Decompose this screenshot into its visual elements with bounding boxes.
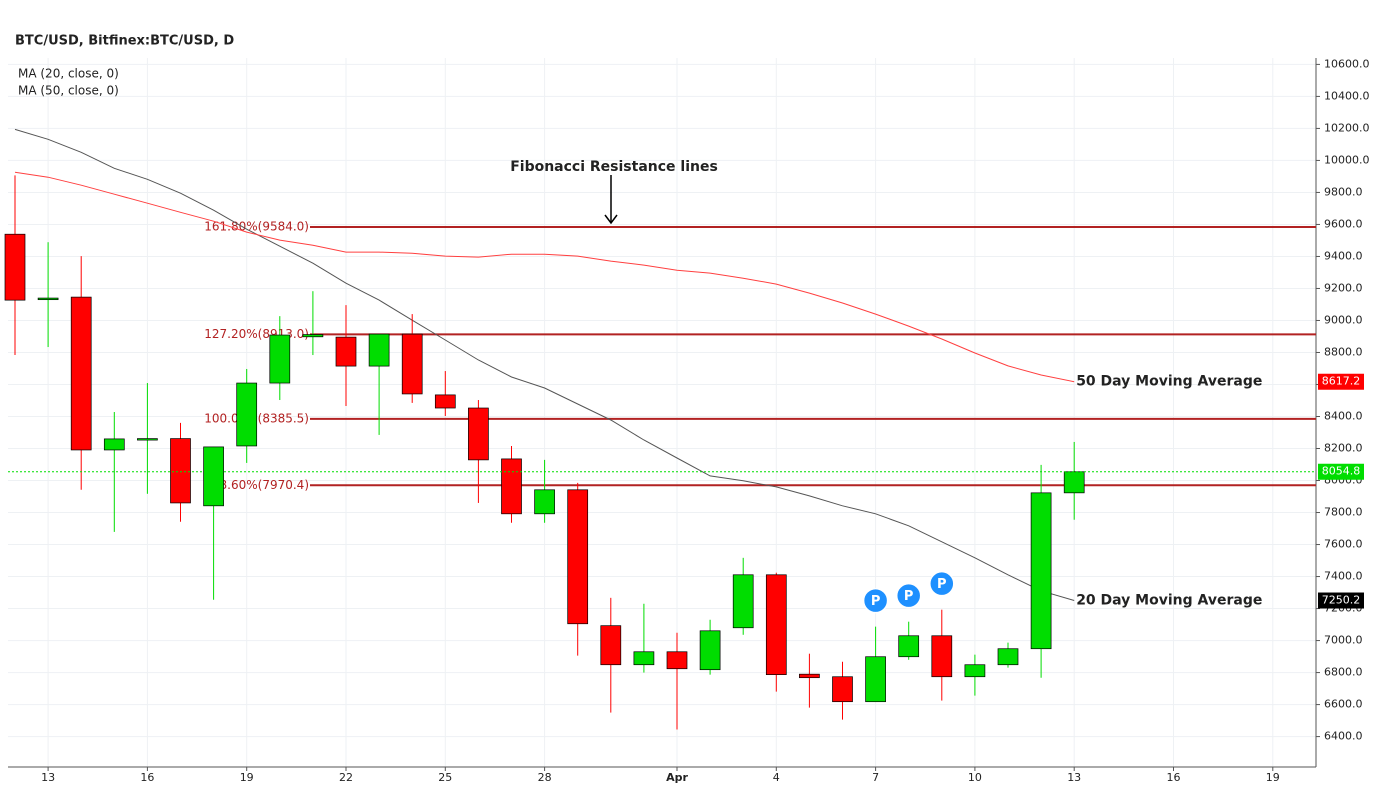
- candle-body: [765, 574, 787, 676]
- x-tick-label: 25: [438, 771, 452, 784]
- x-tick-label: 16: [140, 771, 154, 784]
- x-tick-label: 16: [1167, 771, 1181, 784]
- candle-body: [368, 333, 390, 367]
- x-tick-label: 28: [538, 771, 552, 784]
- candle-body: [170, 438, 191, 504]
- candle-body: [103, 438, 125, 451]
- y-tick-label: 7600.0: [1324, 538, 1363, 551]
- x-tick-label: 13: [41, 771, 55, 784]
- candle-body: [434, 394, 456, 409]
- y-tick-label: 7000.0: [1324, 634, 1363, 647]
- candle-body: [567, 489, 589, 625]
- candle-body: [732, 574, 754, 629]
- x-tick-label: Apr: [666, 771, 688, 784]
- y-tick-label: 6600.0: [1324, 698, 1363, 711]
- candle-body: [600, 625, 622, 666]
- event-marker-label: P: [937, 577, 947, 592]
- y-tick-label: 9200.0: [1324, 281, 1363, 294]
- candle-body: [401, 333, 423, 395]
- x-tick-label: 4: [773, 771, 780, 784]
- y-tick-label: 6800.0: [1324, 666, 1363, 679]
- event-marker: [862, 587, 889, 614]
- candle-body: [1063, 471, 1085, 494]
- arrow-head: [604, 214, 618, 225]
- candle-body: [633, 651, 655, 666]
- x-tick-label: 13: [1067, 771, 1081, 784]
- legend-entry: MA (20, close, 0): [18, 67, 119, 81]
- y-tick-label: 10200.0: [1324, 121, 1370, 134]
- price-tag-label: 8617.2: [1322, 375, 1361, 388]
- y-tick-label: 6400.0: [1324, 730, 1363, 743]
- candle-body: [70, 296, 92, 451]
- x-tick-label: 7: [872, 771, 879, 784]
- fib-label: 78.60%(7970.4): [212, 478, 309, 492]
- candle-body: [865, 656, 886, 703]
- candle-body: [931, 635, 953, 678]
- y-tick-label: 9600.0: [1324, 217, 1363, 230]
- price-tag-label: 7250.2: [1322, 594, 1361, 607]
- y-tick-label: 10400.0: [1324, 89, 1370, 102]
- fib-label: 161.80%(9584.0): [204, 220, 309, 234]
- candle-body: [666, 651, 688, 670]
- y-tick-label: 10600.0: [1324, 57, 1370, 70]
- candle-body: [236, 382, 258, 447]
- candle-body: [534, 489, 555, 515]
- y-tick-label: 7400.0: [1324, 570, 1363, 583]
- x-tick-label: 10: [968, 771, 982, 784]
- candle-body: [997, 648, 1019, 666]
- fib-title: Fibonacci Resistance lines: [510, 159, 718, 175]
- y-tick-label: 7800.0: [1324, 506, 1363, 519]
- y-tick-label: 9000.0: [1324, 313, 1363, 326]
- legend-entry: MA (50, close, 0): [18, 84, 119, 98]
- y-tick-label: 9400.0: [1324, 249, 1363, 262]
- y-tick-label: 8200.0: [1324, 442, 1363, 455]
- event-marker: [895, 582, 922, 609]
- event-marker: [929, 570, 955, 597]
- candle-body: [137, 438, 158, 441]
- candle-body: [898, 635, 920, 658]
- ma-line: [14, 171, 1075, 383]
- candle-body: [1030, 492, 1052, 650]
- candle-body: [203, 446, 224, 507]
- y-tick-label: 9800.0: [1324, 185, 1363, 198]
- x-tick-label: 19: [1266, 771, 1280, 784]
- price-tag: [1318, 592, 1364, 609]
- price-tag: [1318, 373, 1364, 390]
- candle-body: [37, 297, 59, 301]
- candle-body: [501, 458, 522, 515]
- price-tag-label: 8054.8: [1322, 465, 1361, 478]
- candle-body: [799, 673, 820, 679]
- event-marker-label: P: [871, 594, 881, 609]
- candle-body: [302, 334, 324, 338]
- candle-body: [468, 407, 489, 461]
- x-tick-label: 19: [240, 771, 254, 784]
- y-tick-label: 8800.0: [1324, 345, 1363, 358]
- x-tick-label: 22: [339, 771, 353, 784]
- ma-line: [14, 128, 1075, 601]
- price-tag: [1318, 463, 1364, 480]
- candle-body: [335, 336, 357, 367]
- candle-body: [964, 664, 986, 678]
- y-tick-label: 10000.0: [1324, 153, 1370, 166]
- y-tick-label: 8400.0: [1324, 410, 1363, 423]
- chart-title: BTC/USD, Bitfinex:BTC/USD, D: [15, 34, 234, 49]
- candle-body: [699, 630, 721, 671]
- fib-label: 127.20%(8913.0): [204, 327, 309, 341]
- ma-label: 50 Day Moving Average: [1076, 374, 1262, 390]
- event-marker-label: P: [904, 589, 914, 604]
- candle-body: [269, 334, 291, 384]
- ma-label: 20 Day Moving Average: [1076, 593, 1262, 609]
- candle-body: [832, 676, 853, 703]
- candle-body: [4, 233, 26, 301]
